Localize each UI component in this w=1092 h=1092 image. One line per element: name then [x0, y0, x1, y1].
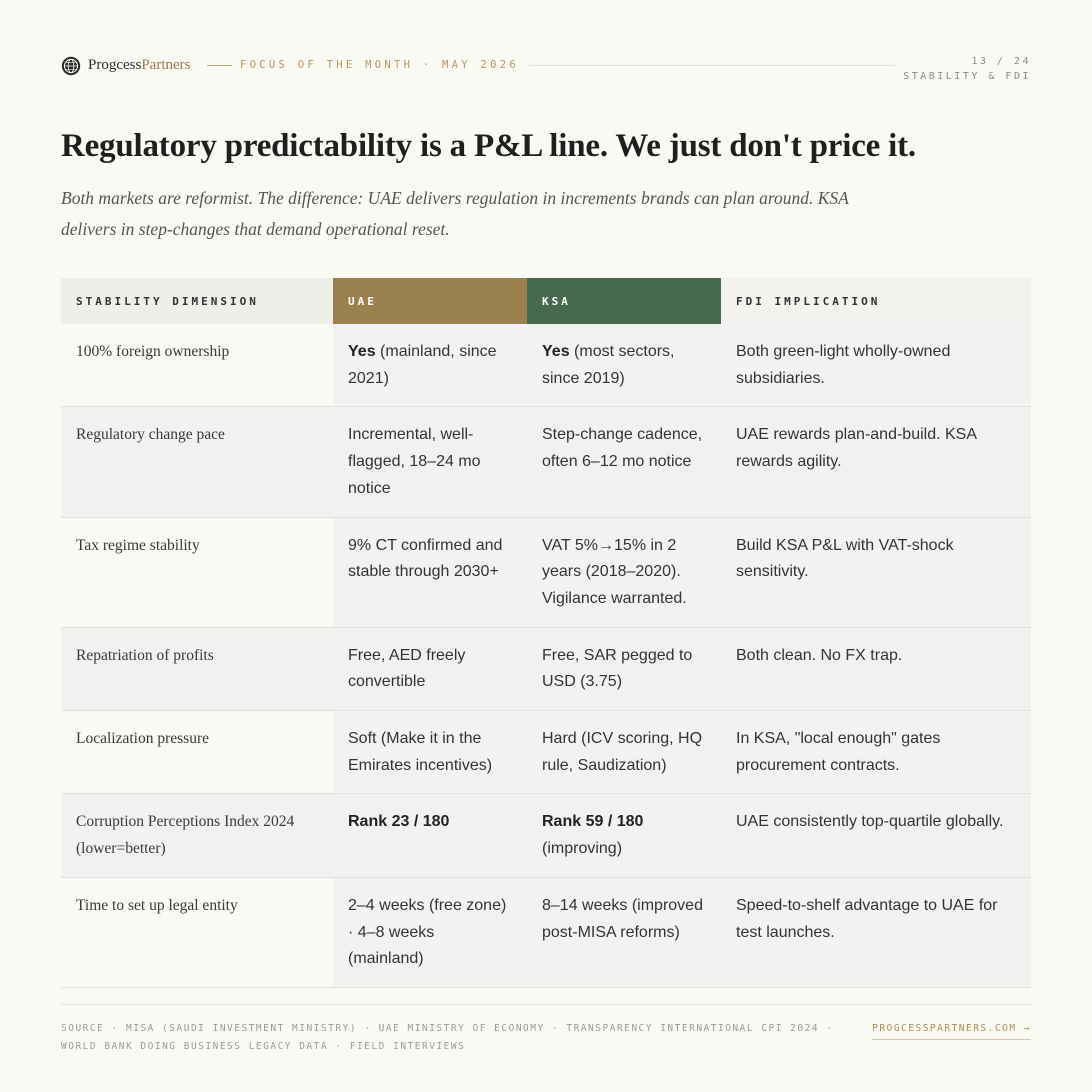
dimension-cell: Localization pressure — [61, 710, 333, 795]
stability-comparison-table: STABILITY DIMENSION UAE KSA FDI IMPLICAT… — [61, 278, 1031, 988]
dimension-cell: Corruption Perceptions Index 2024 (lower… — [61, 793, 333, 878]
uae-cell: Soft (Make it in the Emirates incentives… — [333, 710, 527, 795]
uae-cell: 9% CT confirmed and stable through 2030+ — [333, 517, 527, 628]
page-header: ProgcessPartners FOCUS OF THE MONTH · MA… — [61, 54, 1031, 88]
table-row: Regulatory change pace Incremental, well… — [61, 406, 1031, 518]
brand-primary: Progcess — [88, 57, 142, 73]
implication-cell: Both green-light wholly-owned subsidiari… — [721, 324, 1031, 408]
ksa-cell: Rank 59 / 180 (improving) — [527, 793, 721, 878]
uae-cell: Incremental, well-flagged, 18–24 mo noti… — [333, 406, 527, 518]
uae-cell-text: Incremental, well-flagged, 18–24 mo noti… — [348, 426, 481, 497]
column-header-fdi-implication: FDI IMPLICATION — [721, 278, 1031, 324]
uae-cell: Yes (mainland, since 2021) — [333, 324, 527, 408]
page-subtitle: Both markets are reformist. The differen… — [61, 188, 849, 239]
uae-cell: Rank 23 / 180 — [333, 793, 527, 878]
ksa-cell: Step-change cadence, often 6–12 mo notic… — [527, 406, 721, 518]
table-row: 100% foreign ownership Yes (mainland, si… — [61, 324, 1031, 408]
implication-cell: UAE rewards plan-and-build. KSA rewards … — [721, 406, 1031, 518]
uae-cell-text: Free, AED freely convertible — [348, 646, 466, 691]
header-rule-short — [207, 65, 232, 66]
uae-cell-text: (mainland, since 2021) — [348, 343, 497, 387]
column-header-dimension: STABILITY DIMENSION — [61, 278, 333, 324]
table-row: Localization pressure Soft (Make it in t… — [61, 710, 1031, 795]
uae-cell: Free, AED freely convertible — [333, 627, 527, 712]
uae-cell-text: 9% CT confirmed and stable through 2030+ — [348, 536, 503, 581]
section-label: STABILITY & FDI — [903, 71, 1031, 82]
table-header-row: STABILITY DIMENSION UAE KSA FDI IMPLICAT… — [61, 278, 1031, 324]
table-row: Corruption Perceptions Index 2024 (lower… — [61, 793, 1031, 878]
column-header-uae: UAE — [333, 278, 527, 324]
ksa-cell-text: Hard (ICV scoring, HQ rule, Saudization) — [542, 730, 703, 774]
dimension-cell: Regulatory change pace — [61, 406, 333, 518]
website-link[interactable]: PROGCESSPARTNERS.COM → — [872, 1020, 1031, 1040]
implication-cell: Both clean. No FX trap. — [721, 627, 1031, 712]
uae-cell-emphasis: Rank 23 / 180 — [348, 813, 450, 831]
dimension-cell: Time to set up legal entity — [61, 877, 333, 988]
table-row: Time to set up legal entity 2–4 weeks (f… — [61, 877, 1031, 988]
brand-accent: Partners — [141, 57, 191, 73]
page-number: 13 / 24 — [971, 56, 1031, 67]
header-rule-long — [529, 65, 895, 66]
ksa-cell-emphasis: Rank 59 / 180 — [542, 813, 644, 831]
ksa-cell-text: Step-change cadence, often 6–12 mo notic… — [542, 426, 703, 471]
implication-cell: UAE consistently top-quartile globally. — [721, 793, 1031, 878]
ksa-cell-text: 8–14 weeks (improved post-MISA reforms) — [542, 896, 703, 941]
uae-cell-emphasis: Yes — [348, 343, 376, 360]
uae-cell-text: 2–4 weeks (free zone) · 4–8 weeks (mainl… — [348, 896, 507, 968]
focus-label: FOCUS OF THE MONTH · MAY 2026 — [240, 59, 520, 71]
dimension-cell: 100% foreign ownership — [61, 324, 333, 408]
source-note: SOURCE · MISA (SAUDI INVESTMENT MINISTRY… — [61, 1023, 834, 1052]
implication-cell: Speed-to-shelf advantage to UAE for test… — [721, 877, 1031, 988]
ksa-cell-text: Free, SAR pegged to USD (3.75) — [542, 646, 693, 691]
ksa-cell: Free, SAR pegged to USD (3.75) — [527, 627, 721, 712]
page-info: 13 / 24 STABILITY & FDI — [903, 54, 1031, 84]
ksa-cell-text: (most sectors, since 2019) — [542, 343, 675, 387]
uae-cell: 2–4 weeks (free zone) · 4–8 weeks (mainl… — [333, 877, 527, 988]
ksa-cell-text: VAT 5%→15% in 2 years (2018–2020). Vigil… — [542, 536, 687, 607]
brand-logotype[interactable]: ProgcessPartners — [88, 56, 190, 74]
dimension-cell: Tax regime stability — [61, 517, 333, 628]
ksa-cell: VAT 5%→15% in 2 years (2018–2020). Vigil… — [527, 517, 721, 628]
compass-globe-icon — [61, 56, 81, 76]
ksa-cell: Yes (most sectors, since 2019) — [527, 324, 721, 408]
ksa-cell-text: (improving) — [542, 840, 623, 858]
footer-divider — [61, 1004, 1031, 1005]
dimension-cell: Repatriation of profits — [61, 627, 333, 712]
ksa-cell: 8–14 weeks (improved post-MISA reforms) — [527, 877, 721, 988]
column-header-ksa: KSA — [527, 278, 721, 324]
ksa-cell: Hard (ICV scoring, HQ rule, Saudization) — [527, 710, 721, 795]
uae-cell-text: Soft (Make it in the Emirates incentives… — [348, 730, 493, 774]
table-row: Tax regime stability 9% CT confirmed and… — [61, 517, 1031, 628]
implication-cell: In KSA, "local enough" gates procurement… — [721, 710, 1031, 795]
table-row: Repatriation of profits Free, AED freely… — [61, 627, 1031, 712]
implication-cell: Build KSA P&L with VAT-shock sensitivity… — [721, 517, 1031, 628]
ksa-cell-emphasis: Yes — [542, 343, 570, 360]
page-title: Regulatory predictability is a P&L line.… — [61, 128, 916, 164]
